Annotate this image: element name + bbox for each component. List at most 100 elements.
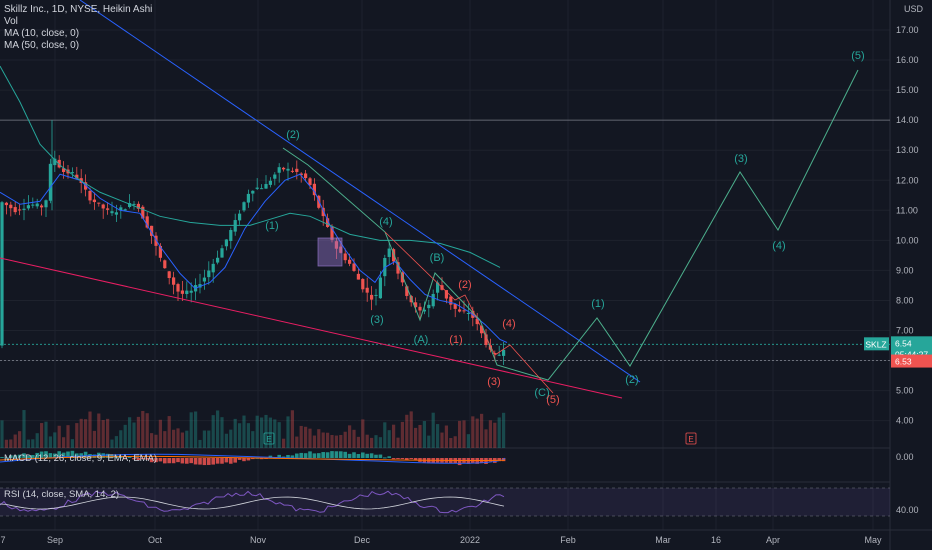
candle-body [158,245,162,258]
candle-body [242,202,246,211]
candle-body [145,216,149,228]
legend-vol[interactable]: Vol [4,16,18,27]
volume-bar [264,414,268,448]
volume-bar [132,422,136,448]
macd-histogram-bar [31,454,35,458]
time-axis-tick: 16 [711,535,721,545]
wave-label-green: (3) [370,314,383,326]
volume-bar [26,439,30,448]
macd-histogram-bar [233,458,237,463]
volume-bar [167,416,171,448]
candle-body [480,326,484,334]
volume-bar [154,434,158,448]
highlight-box [317,237,343,267]
legend-ma50[interactable]: MA (50, close, 0) [4,40,80,51]
wave-label-red: (5) [546,394,559,406]
volume-bar [475,418,479,448]
volume-bar [57,425,61,448]
price-axis-tick: 5.00 [896,386,914,396]
candle-body [185,290,189,295]
wave-label-green: (2) [625,374,638,386]
candle-body [326,218,330,227]
volume-bar [123,424,127,448]
candle-body [48,163,52,201]
macd-histogram-bar [303,453,308,458]
volume-bar [9,439,13,448]
candle-body [308,178,312,185]
volume-bar [488,420,492,448]
volume-bar [418,424,422,448]
wave-label-red: (2) [458,279,471,291]
candle-body [444,290,448,299]
candle-body [497,354,501,356]
volume-bar [207,430,211,448]
wave-label-green: (2) [286,129,299,141]
volume-bar [40,423,44,448]
rsi-line [0,490,505,514]
price-axis-tick: 9.00 [896,265,914,275]
macd-histogram-bar [22,453,26,458]
volume-bar [233,418,237,448]
volume-bar [255,415,259,448]
volume-bar [150,433,154,448]
volume-bar [216,410,220,448]
macd-histogram-bar [53,453,57,458]
candle-body [414,302,418,308]
candle-body [128,203,132,208]
volume-bar [444,425,448,448]
macd-histogram-bar [356,454,361,458]
volume-bar [400,421,404,448]
wave-label-red: (3) [487,376,500,388]
candle-body [31,204,35,206]
candle-body [321,207,325,217]
volume-bar [392,424,396,448]
volume-bar [365,434,369,448]
time-axis-tick: Dec [354,535,371,545]
macd-histogram-bar [83,451,88,458]
volume-bar [282,438,286,448]
elliott-projection-path [282,69,859,381]
macd-histogram-bar [369,453,374,458]
earnings-marker-past-label: E [266,435,271,444]
macd-histogram-bar [44,451,48,458]
macd-histogram-bar [352,452,356,458]
macd-histogram-bar [171,458,176,464]
candle-body [312,183,316,196]
macd-histogram-bar [299,452,303,458]
volume-bar [370,437,374,448]
volume-bar [361,419,365,448]
legend-title[interactable]: Skillz Inc., 1D, NYSE, Heikin Ashi [4,4,153,15]
volume-bar [427,435,431,448]
volume-bar [84,419,88,448]
legend-ma10[interactable]: MA (10, close, 0) [4,28,80,39]
macd-histogram-bar [286,454,290,458]
candle-body [246,193,250,203]
price-axis-tick: 8.00 [896,295,914,305]
macd-histogram-bar [0,457,4,459]
wave-label-green: (4) [772,240,785,252]
macd-histogram-bar [457,458,462,466]
candle-body [418,306,422,311]
volume-bar [4,439,8,448]
candle-body [154,235,158,246]
candle-body [260,188,264,190]
macd-label[interactable]: MACD (12, 26, close, 9, EMA, EMA) [4,453,158,464]
volume-bars [0,410,506,448]
volume-bar [422,421,426,448]
rsi-label[interactable]: RSI (14, close, SMA, 14, 2) [4,489,120,500]
macd-histogram-bar [383,457,387,459]
candle-body [431,293,435,307]
candle-body [88,190,92,201]
macd-histogram-bar [180,458,185,464]
volume-bar [431,412,435,448]
volume-bar [317,429,321,448]
candle-body [295,168,299,172]
candle-body [299,173,303,176]
macd-histogram-bar [185,458,189,464]
macd-histogram-bar [141,458,145,459]
macd-histogram-bar [92,454,97,458]
close-price-label: 6.53 [895,357,912,367]
time-axis-tick: Nov [250,535,267,545]
macd-histogram-bar [75,453,79,458]
